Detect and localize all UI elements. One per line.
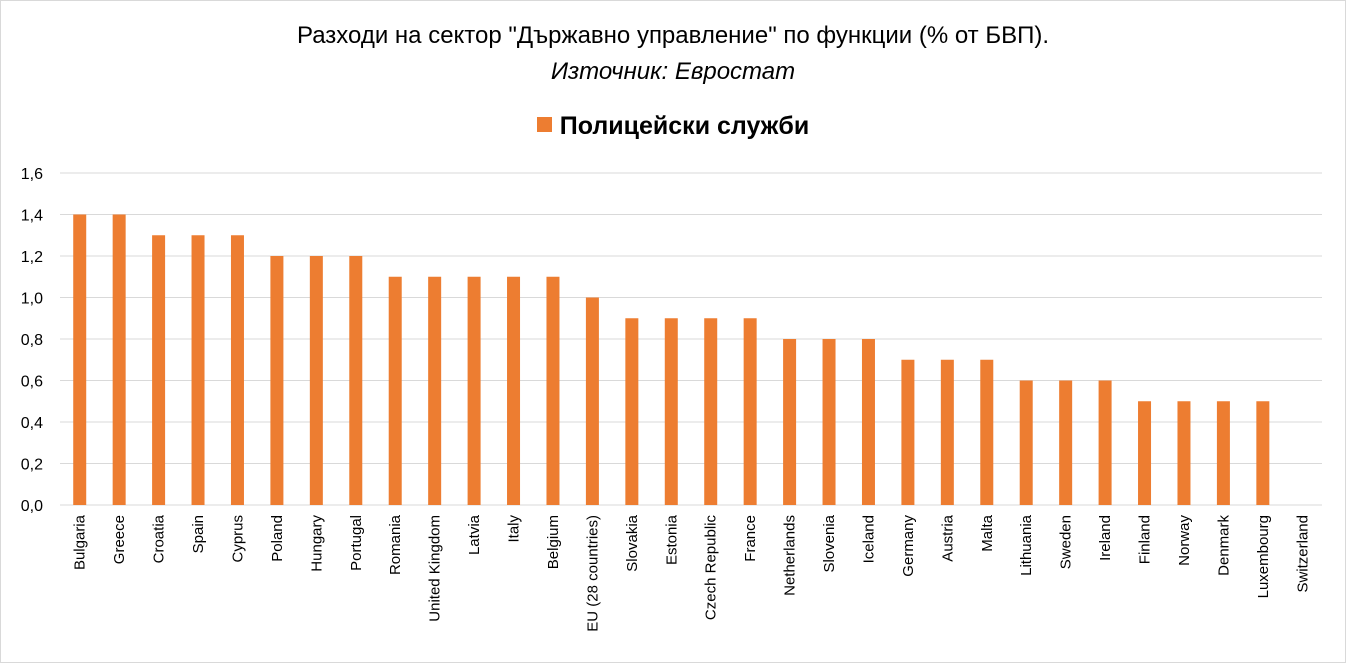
y-tick-label: 0,2 — [21, 457, 43, 474]
x-tick-label: Poland — [269, 515, 286, 562]
x-tick-label: Malta — [979, 514, 996, 551]
x-tick-label: Austria — [939, 514, 956, 561]
bar — [467, 276, 481, 505]
x-tick-label: Luxembourg — [1255, 515, 1272, 598]
x-tick-label: Finland — [1137, 515, 1154, 564]
bar — [388, 276, 402, 505]
bar — [585, 297, 599, 505]
bar — [1256, 401, 1270, 505]
y-tick-label: 1,2 — [21, 249, 43, 266]
bar — [822, 339, 836, 505]
chart-legend: Полицейски служби — [0, 112, 1346, 141]
chart-title: Разходи на сектор "Държавно управление" … — [297, 22, 1049, 49]
x-tick-label: Romania — [387, 514, 404, 575]
x-tick-label: Hungary — [308, 515, 325, 572]
bar — [743, 318, 757, 505]
bar — [1059, 380, 1073, 505]
y-tick-label: 1,4 — [21, 208, 43, 225]
y-tick-label: 0,4 — [21, 415, 43, 432]
x-tick-label: Denmark — [1215, 515, 1232, 576]
bar — [152, 235, 166, 505]
y-tick-label: 1,6 — [21, 166, 43, 183]
bar — [664, 318, 678, 505]
x-tick-label: EU (28 countries) — [584, 515, 601, 632]
bar — [1216, 401, 1230, 505]
x-tick-label: Greece — [111, 515, 128, 564]
x-tick-label: Cyprus — [229, 515, 246, 563]
x-tick-label: Norway — [1176, 515, 1193, 566]
bar — [428, 276, 442, 505]
chart-subtitle: Източник: Евростат — [550, 58, 796, 85]
bar — [230, 235, 244, 505]
x-tick-label: France — [742, 515, 759, 562]
x-tick-label: Slovakia — [624, 514, 641, 571]
y-tick-label: 1,0 — [21, 291, 43, 308]
x-tick-label: Croatia — [151, 514, 168, 563]
y-tick-label: 0,6 — [21, 374, 43, 391]
bar — [1098, 380, 1112, 505]
bar — [73, 214, 87, 505]
x-tick-label: Estonia — [663, 514, 680, 565]
y-tick-label: 0,0 — [21, 498, 43, 515]
bar — [901, 359, 915, 505]
x-tick-label: Lithuania — [1018, 514, 1035, 576]
bar — [1019, 380, 1033, 505]
bar — [112, 214, 126, 505]
bar — [546, 276, 560, 505]
x-tick-label: Slovenia — [821, 514, 838, 572]
bar — [704, 318, 718, 505]
x-tick-label: Netherlands — [782, 515, 799, 596]
bar — [980, 359, 994, 505]
bar — [1138, 401, 1152, 505]
bar — [349, 256, 363, 505]
x-tick-label: Belgium — [545, 515, 562, 569]
x-tick-label: Latvia — [466, 514, 483, 555]
x-tick-label: Bulgaria — [72, 514, 89, 570]
bar — [1177, 401, 1191, 505]
x-tick-label: Sweden — [1058, 515, 1075, 569]
bar — [625, 318, 639, 505]
x-tick-label: Italy — [506, 515, 523, 543]
bar — [309, 256, 323, 505]
bar — [270, 256, 284, 505]
legend-label: Полицейски служби — [559, 112, 810, 140]
x-tick-label: Spain — [190, 515, 207, 553]
x-tick-label: Iceland — [860, 515, 877, 563]
bar — [191, 235, 205, 505]
y-tick-label: 0,8 — [21, 332, 43, 349]
bar — [507, 276, 521, 505]
bar — [940, 359, 954, 505]
x-tick-label: Ireland — [1097, 515, 1114, 561]
x-tick-label: Germany — [900, 515, 917, 577]
x-tick-label: Switzerland — [1294, 515, 1311, 593]
x-tick-label: Czech Republic — [703, 515, 720, 621]
bar — [861, 339, 875, 505]
x-tick-label: Portugal — [348, 515, 365, 571]
legend-swatch — [536, 117, 552, 132]
bar — [783, 339, 797, 505]
x-tick-label: United Kingdom — [427, 515, 444, 622]
